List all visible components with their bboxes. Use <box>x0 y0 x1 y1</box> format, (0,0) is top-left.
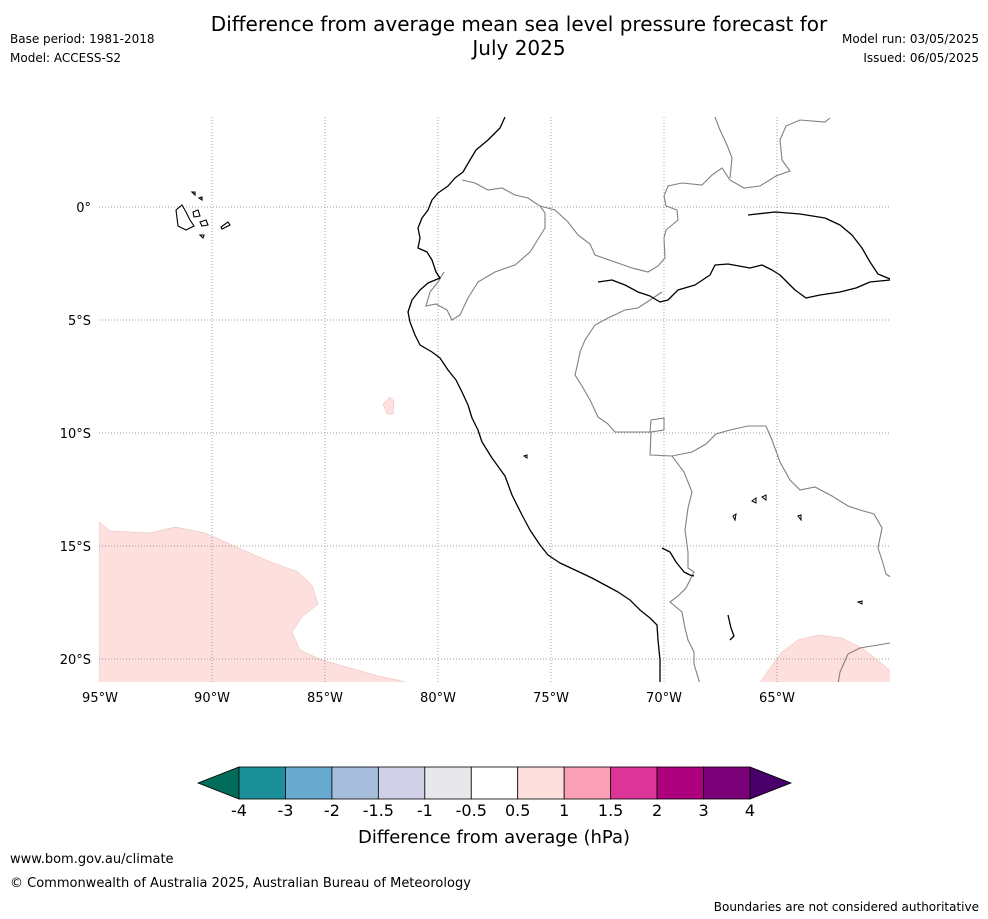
colorbar-tick-label: -2 <box>324 801 340 820</box>
lon-label-80w: 80°W <box>420 691 456 706</box>
title-line-1: Difference from average mean sea level p… <box>210 12 828 36</box>
lat-label-20s: 20°S <box>60 653 91 668</box>
colorbar-segment <box>238 766 286 800</box>
colorbar-over-arrow <box>749 766 793 800</box>
anomaly-region-southeast <box>760 634 890 682</box>
galapagos-islands <box>175 191 231 240</box>
lon-label-85w: 85°W <box>307 691 343 706</box>
lat-label-10s: 10°S <box>60 427 91 442</box>
colorbar-segment <box>703 766 751 800</box>
copyright-text: © Commonwealth of Australia 2025, Austra… <box>10 876 471 891</box>
colorbar-tick-label: 0.5 <box>505 801 530 820</box>
issued-text: Issued: 06/05/2025 <box>863 51 979 65</box>
colorbar-segment <box>424 766 472 800</box>
latitude-labels: 0° 5°S 10°S 15°S 20°S <box>60 201 91 668</box>
colorbar-tick-label: -1.5 <box>363 801 394 820</box>
disclaimer-text: Boundaries are not considered authoritat… <box>713 900 979 914</box>
colorbar-tick-label: 4 <box>745 801 755 820</box>
colorbar-segment <box>517 766 565 800</box>
colorbar-tick-label: 3 <box>698 801 708 820</box>
country-borders <box>425 117 890 682</box>
colorbar-segment <box>377 766 426 800</box>
model-run-text: Model run: 03/05/2025 <box>841 32 979 46</box>
website-url: www.bom.gov.au/climate <box>10 852 174 867</box>
longitude-labels: 95°W 90°W 85°W 80°W 75°W 70°W 65°W <box>82 691 795 706</box>
lon-label-95w: 95°W <box>82 691 118 706</box>
title-line-2: July 2025 <box>472 36 566 60</box>
coastline <box>407 117 890 682</box>
base-period-text: Base period: 1981-2018 <box>10 32 155 46</box>
lon-label-75w: 75°W <box>533 691 569 706</box>
colorbar: -4 -3 -2 -1.5 -1 -0.5 0.5 1 1.5 2 3 4 Difference fr… <box>196 766 793 848</box>
colorbar-tick-label: 1.5 <box>598 801 623 820</box>
colorbar-tick-label: -1 <box>417 801 433 820</box>
minor-features <box>522 454 863 605</box>
colorbar-tick-label: -4 <box>231 801 247 820</box>
colorbar-tick-label: 2 <box>652 801 662 820</box>
colorbar-title: Difference from average (hPa) <box>358 827 630 848</box>
lon-label-70w: 70°W <box>646 691 682 706</box>
map-area <box>99 117 890 682</box>
colorbar-segment <box>610 766 658 800</box>
colorbar-tick-label: 1 <box>559 801 569 820</box>
lon-label-65w: 65°W <box>759 691 795 706</box>
lat-label-5s: 5°S <box>68 314 91 329</box>
anomaly-region-islet <box>382 396 395 415</box>
gridlines <box>99 117 890 682</box>
colorbar-tick-label: -0.5 <box>456 801 487 820</box>
colorbar-tick-label: -3 <box>277 801 293 820</box>
colorbar-segment <box>563 766 612 800</box>
colorbar-under-arrow <box>196 766 240 800</box>
colorbar-segment <box>470 766 519 800</box>
lat-label-0: 0° <box>76 201 91 216</box>
lat-label-15s: 15°S <box>60 540 91 555</box>
colorbar-segment <box>331 766 379 800</box>
model-text: Model: ACCESS-S2 <box>10 51 122 65</box>
anomaly-region-southwest <box>99 521 406 682</box>
colorbar-segment <box>285 766 333 800</box>
colorbar-segment <box>656 766 704 800</box>
page-title: Difference from average mean sea level p… <box>194 12 844 60</box>
lon-label-90w: 90°W <box>194 691 230 706</box>
